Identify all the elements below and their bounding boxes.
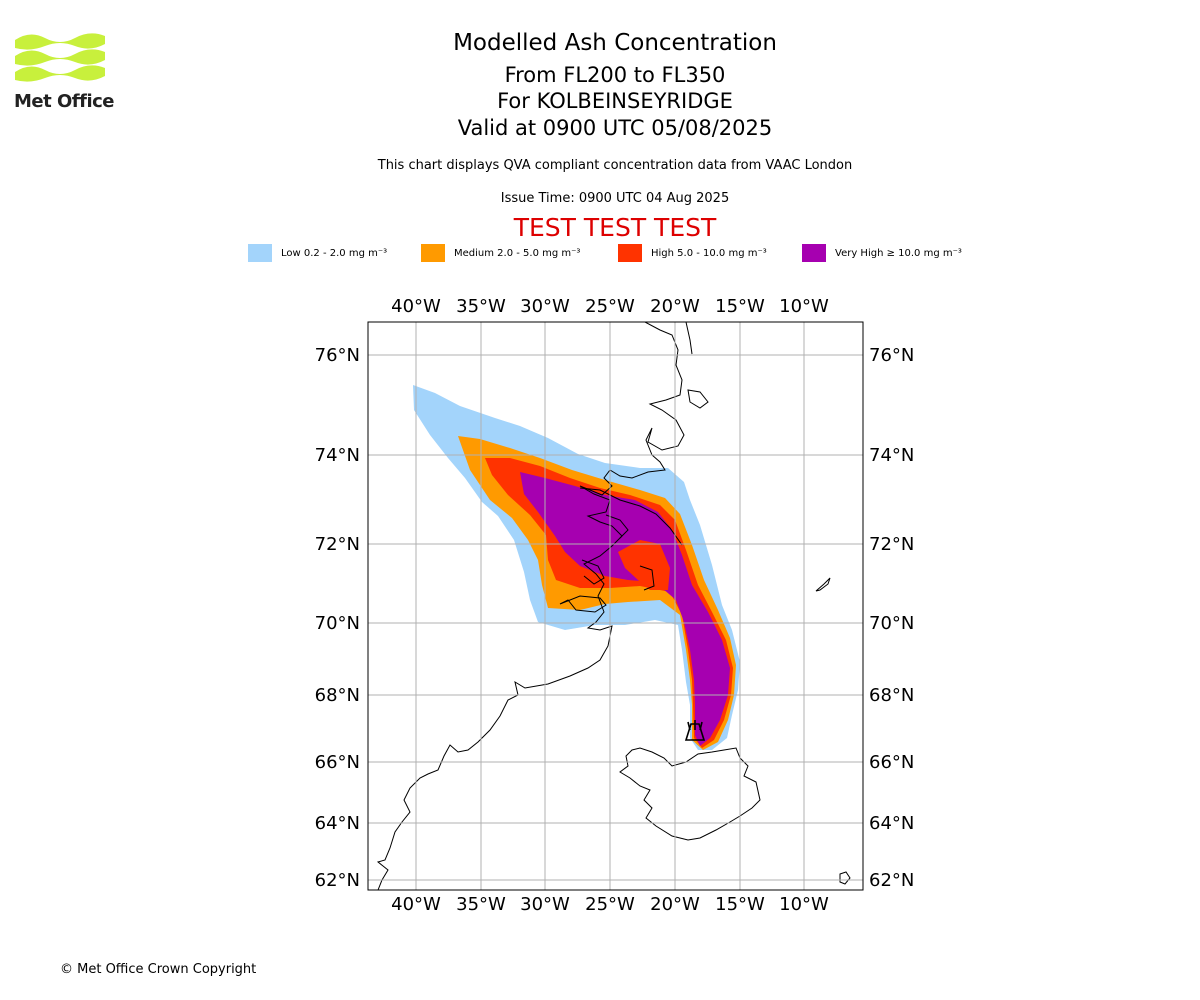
jan-mayen-coast: [815, 577, 831, 592]
lat-label: 68°N: [315, 685, 360, 706]
legend-label-very-high: Very High ≥ 10.0 mg m⁻³: [835, 247, 962, 259]
lon-label: 20°W: [650, 296, 700, 317]
lon-label: 25°W: [585, 296, 635, 317]
greenland-north-tip: [685, 322, 693, 355]
legend-item-low: Low 0.2 - 2.0 mg m⁻³: [248, 244, 387, 262]
lat-label: 70°N: [869, 613, 914, 634]
lat-label: 62°N: [315, 870, 360, 891]
chart-description: This chart displays QVA compliant concen…: [377, 158, 853, 173]
ash-region-very-high: [520, 472, 730, 746]
lon-label: 15°W: [715, 296, 765, 317]
greenland-fjord-4: [605, 514, 629, 539]
logo-text: Met Office: [14, 91, 115, 112]
volcano-icon: [684, 720, 706, 741]
lat-label: 62°N: [869, 870, 914, 891]
lon-label: 35°W: [456, 894, 506, 915]
lat-label: 64°N: [869, 813, 914, 834]
lon-label: 10°W: [779, 296, 829, 317]
lon-labels-bottom: 40°W 35°W 30°W 25°W 20°W 15°W 10°W: [391, 894, 829, 915]
greenland-island: [687, 389, 709, 409]
lat-label: 76°N: [315, 345, 360, 366]
valid-time: Valid at 0900 UTC 05/08/2025: [457, 116, 773, 140]
greenland-fjord-3: [581, 559, 605, 585]
ash-region-high-inner: [618, 540, 670, 590]
legend-label-low: Low 0.2 - 2.0 mg m⁻³: [281, 247, 388, 259]
lon-label: 20°W: [650, 894, 700, 915]
lat-label: 76°N: [869, 345, 914, 366]
greenland-coast: [376, 322, 685, 890]
lat-label: 66°N: [315, 752, 360, 773]
greenland-fjord-1: [579, 487, 683, 546]
lat-label: 74°N: [869, 445, 914, 466]
coastlines: [376, 322, 851, 890]
legend-label-high: High 5.0 - 10.0 mg m⁻³: [651, 247, 767, 259]
legend-swatch-high: [618, 244, 642, 262]
volcano-location: For KOLBEINSEYRIDGE: [497, 89, 733, 113]
map-content: [368, 322, 863, 890]
met-office-waves-icon: [15, 33, 105, 82]
lat-labels-right: 76°N 74°N 72°N 70°N 68°N 66°N 64°N 62°N: [869, 345, 914, 891]
legend-item-very-high: Very High ≥ 10.0 mg m⁻³: [802, 244, 962, 262]
greenland-fjord-2: [559, 595, 607, 613]
legend-label-medium: Medium 2.0 - 5.0 mg m⁻³: [454, 247, 581, 259]
lat-label: 68°N: [869, 685, 914, 706]
lat-label: 66°N: [869, 752, 914, 773]
legend-swatch-medium: [421, 244, 445, 262]
legend-item-high: High 5.0 - 10.0 mg m⁻³: [618, 244, 767, 262]
greenland-fjord-5: [639, 565, 655, 591]
lon-label: 40°W: [391, 894, 441, 915]
lon-label: 40°W: [391, 296, 441, 317]
faroe-islands-coast: [839, 871, 851, 885]
lat-label: 74°N: [315, 445, 360, 466]
lon-label: 15°W: [715, 894, 765, 915]
lat-label: 72°N: [315, 534, 360, 555]
graticule: [368, 322, 863, 890]
met-office-logo: [14, 30, 106, 90]
legend-item-medium: Medium 2.0 - 5.0 mg m⁻³: [421, 244, 580, 262]
lon-label: 30°W: [520, 296, 570, 317]
flight-level-range: From FL200 to FL350: [504, 63, 726, 87]
legend-swatch-low: [248, 244, 272, 262]
lat-label: 64°N: [315, 813, 360, 834]
lat-label: 70°N: [315, 613, 360, 634]
lon-label: 35°W: [456, 296, 506, 317]
lat-label: 72°N: [869, 534, 914, 555]
legend-swatch-very-high: [802, 244, 826, 262]
issue-time: Issue Time: 0900 UTC 04 Aug 2025: [500, 191, 730, 206]
map-frame: [367, 321, 864, 891]
lon-labels-top: 40°W 35°W 30°W 25°W 20°W 15°W 10°W: [391, 296, 829, 317]
lat-labels-left: 76°N 74°N 72°N 70°N 68°N 66°N 64°N 62°N: [315, 345, 360, 891]
copyright-notice: © Met Office Crown Copyright: [60, 962, 257, 977]
lon-label: 10°W: [779, 894, 829, 915]
test-banner: TEST TEST TEST: [513, 213, 717, 242]
chart-title: Modelled Ash Concentration: [453, 30, 777, 56]
lon-label: 25°W: [585, 894, 635, 915]
lon-label: 30°W: [520, 894, 570, 915]
